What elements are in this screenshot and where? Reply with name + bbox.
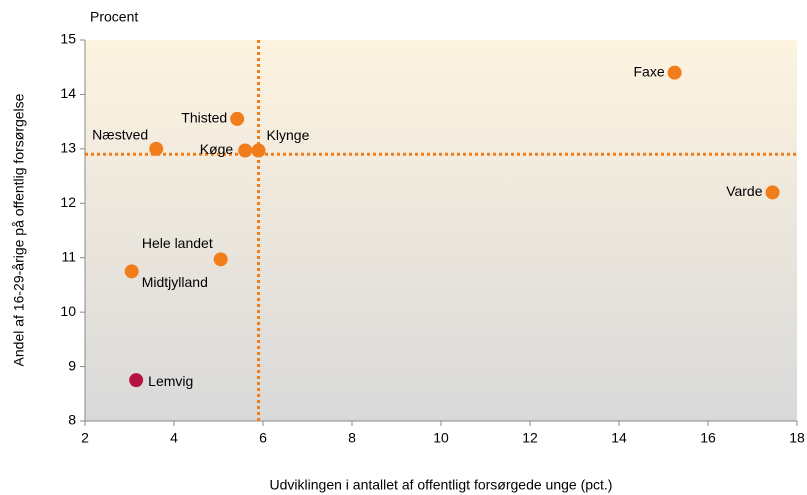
- point: [667, 65, 682, 80]
- point-label: Køge: [200, 141, 234, 157]
- point-label: Næstved: [92, 127, 148, 143]
- y-tick-label: 12: [60, 194, 76, 210]
- point: [213, 252, 228, 267]
- point: [251, 143, 266, 158]
- y-tick-label: 14: [60, 85, 76, 101]
- x-tick-label: 4: [170, 430, 178, 446]
- x-tick-label: 16: [700, 430, 716, 446]
- x-axis-label: Udviklingen i antallet af offentligt for…: [270, 477, 613, 493]
- y-axis-label: Andel af 16-29-årige på offentlig forsør…: [11, 93, 27, 366]
- point: [149, 141, 164, 156]
- y-tick-label: 15: [60, 31, 76, 47]
- y-tick-label: 8: [68, 412, 76, 428]
- y-tick-label: 9: [68, 357, 76, 373]
- unit-label: Procent: [90, 9, 138, 25]
- point: [765, 185, 780, 200]
- y-tick-label: 13: [60, 140, 76, 156]
- point-label: Faxe: [634, 63, 665, 79]
- point-label: Klynge: [267, 127, 310, 143]
- x-tick-label: 14: [611, 430, 627, 446]
- point: [230, 111, 245, 126]
- x-tick-label: 10: [433, 430, 449, 446]
- y-tick-label: 10: [60, 303, 76, 319]
- x-tick-label: 18: [789, 430, 805, 446]
- x-tick-label: 8: [348, 430, 356, 446]
- point: [238, 143, 253, 158]
- point-label: Thisted: [181, 110, 227, 126]
- point-label: Varde: [726, 183, 763, 199]
- y-tick-label: 11: [61, 248, 76, 264]
- x-tick-label: 2: [81, 430, 89, 446]
- x-tick-label: 12: [522, 430, 538, 446]
- point: [124, 264, 139, 279]
- point: [129, 373, 144, 388]
- point-label: Lemvig: [148, 373, 193, 389]
- plot-area: [85, 40, 797, 421]
- point-label: Hele landet: [142, 235, 213, 251]
- point-label: Midtjylland: [142, 274, 208, 290]
- x-tick-label: 6: [259, 430, 267, 446]
